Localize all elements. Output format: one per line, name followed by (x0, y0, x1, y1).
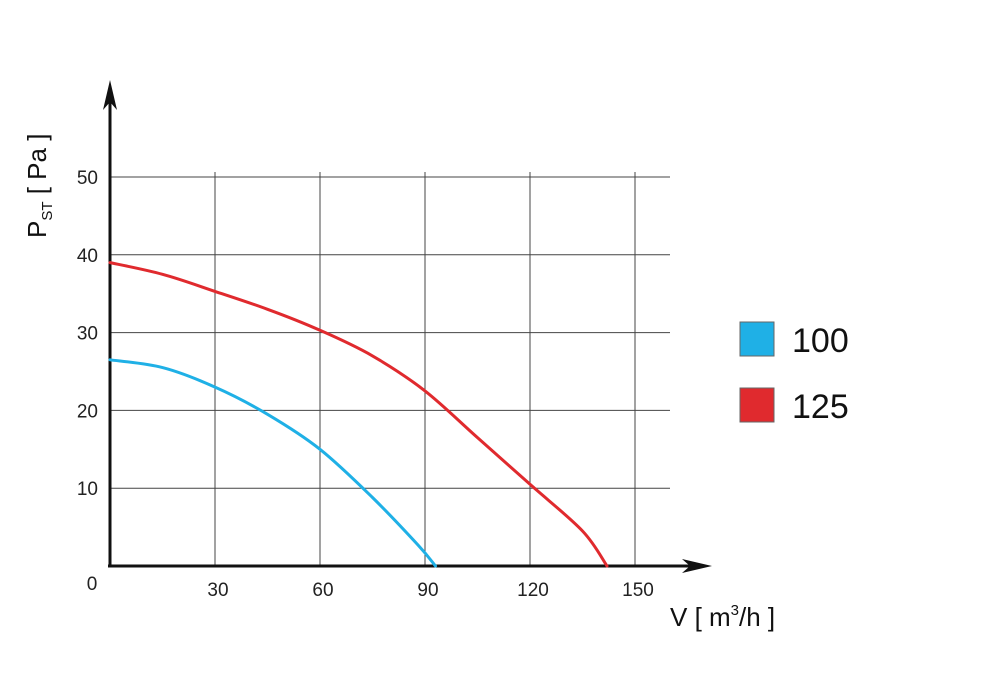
series-line-100 (108, 358, 437, 568)
x-axis-arrow (682, 559, 712, 573)
legend-label: 125 (792, 388, 849, 426)
y-axis-arrow (103, 80, 117, 110)
origin-label: 0 (87, 574, 98, 595)
x-axis-title-main: V [ m (670, 602, 731, 632)
x-axis-title-sup: 3 (731, 602, 739, 619)
y-axis-title-sub: ST (39, 201, 56, 220)
legend-swatch-125 (739, 387, 775, 423)
x-axis-title-tail: /h ] (739, 602, 775, 632)
y-tick-label: 20 (77, 401, 98, 422)
series-line-125 (108, 261, 609, 568)
x-tick-label: 90 (417, 580, 438, 601)
x-tick-label: 150 (622, 580, 654, 601)
legend-swatch-100 (739, 321, 775, 357)
tick-labels: 0 30 60 90 120 150 10 20 30 40 50 (77, 168, 654, 601)
x-axis-title: V [ m3/h ] (670, 602, 775, 632)
y-axis-title-main: P (22, 221, 52, 238)
y-axis-title-tail: [ Pa ] (22, 134, 52, 202)
x-tick-label: 60 (312, 580, 333, 601)
x-tick-label: 30 (207, 580, 228, 601)
legend-label: 100 (792, 322, 849, 360)
legend: 100 125 (739, 321, 849, 426)
y-axis-title: PST [ Pa ] (22, 134, 56, 238)
y-tick-label: 40 (77, 246, 98, 267)
grid (110, 172, 670, 566)
y-tick-label: 30 (77, 324, 98, 345)
x-tick-label: 120 (517, 580, 549, 601)
series-layer (108, 261, 609, 568)
y-tick-label: 50 (77, 168, 98, 189)
axes (103, 80, 712, 573)
y-tick-label: 10 (77, 479, 98, 500)
